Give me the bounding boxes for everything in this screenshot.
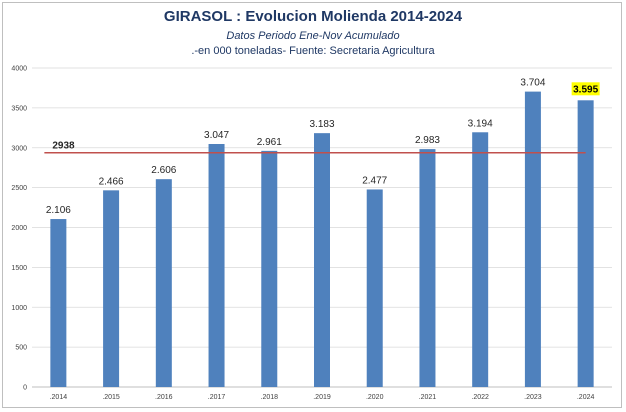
data-label: 2.477: [362, 175, 387, 186]
y-tick-label: 2500: [11, 185, 27, 192]
x-tick-label: .2022: [471, 394, 489, 401]
bar: [472, 132, 489, 387]
bar: [155, 179, 172, 387]
bar: [577, 100, 594, 387]
y-tick-label: 0: [23, 385, 27, 392]
x-tick-label: .2024: [577, 394, 595, 401]
bar: [366, 189, 383, 387]
data-label: 2.961: [257, 137, 282, 148]
data-label-highlight: 3.595: [573, 84, 598, 95]
data-label: 2.106: [46, 205, 71, 216]
y-tick-label: 3000: [11, 145, 27, 152]
data-label: 3.194: [468, 118, 493, 129]
bar: [314, 133, 330, 387]
data-label: 3.704: [520, 78, 545, 89]
x-tick-label: .2018: [261, 394, 279, 401]
y-tick-label: 500: [15, 345, 27, 352]
chart-note: .-en 000 toneladas- Fuente: Secretaria A…: [191, 45, 435, 57]
bar: [208, 144, 225, 387]
highlight-box: [571, 82, 600, 96]
y-tick-label: 2000: [11, 225, 27, 232]
data-label: 2.606: [151, 165, 176, 176]
data-label: 2.983: [415, 135, 440, 146]
bar-layer: [50, 91, 594, 387]
bar: [103, 190, 120, 387]
x-tick-label: .2019: [313, 394, 331, 401]
reference-label: 2938: [52, 141, 75, 152]
bar: [261, 150, 278, 387]
x-tick-label: .2015: [102, 394, 120, 401]
y-tick-label: 4000: [11, 66, 27, 73]
chart-title: GIRASOL : Evolucion Molienda 2014-2024: [163, 8, 463, 25]
x-tick-label: .2020: [366, 394, 384, 401]
x-tick-label: .2017: [208, 394, 226, 401]
chart-subtitle: Datos Periodo Ene-Nov Acumulado: [226, 30, 400, 42]
y-tick-label: 1000: [11, 305, 27, 312]
data-label: 3.047: [204, 130, 229, 141]
bar: [419, 149, 436, 387]
bar: [50, 219, 67, 387]
y-tick-label: 1500: [11, 265, 27, 272]
x-tick-label: .2016: [155, 394, 173, 401]
x-tick-label: .2021: [419, 394, 437, 401]
y-tick-label: 3500: [11, 105, 27, 112]
data-label: 3.183: [309, 119, 334, 130]
x-tick-label: .2014: [50, 394, 68, 401]
label-layer: 0 500 1000 1500 2000 2500 3000 3500 4000 .2014 2.1…: [11, 66, 600, 401]
bar: [524, 91, 541, 387]
data-label: 2.466: [99, 176, 124, 187]
x-tick-label: .2023: [524, 394, 542, 401]
